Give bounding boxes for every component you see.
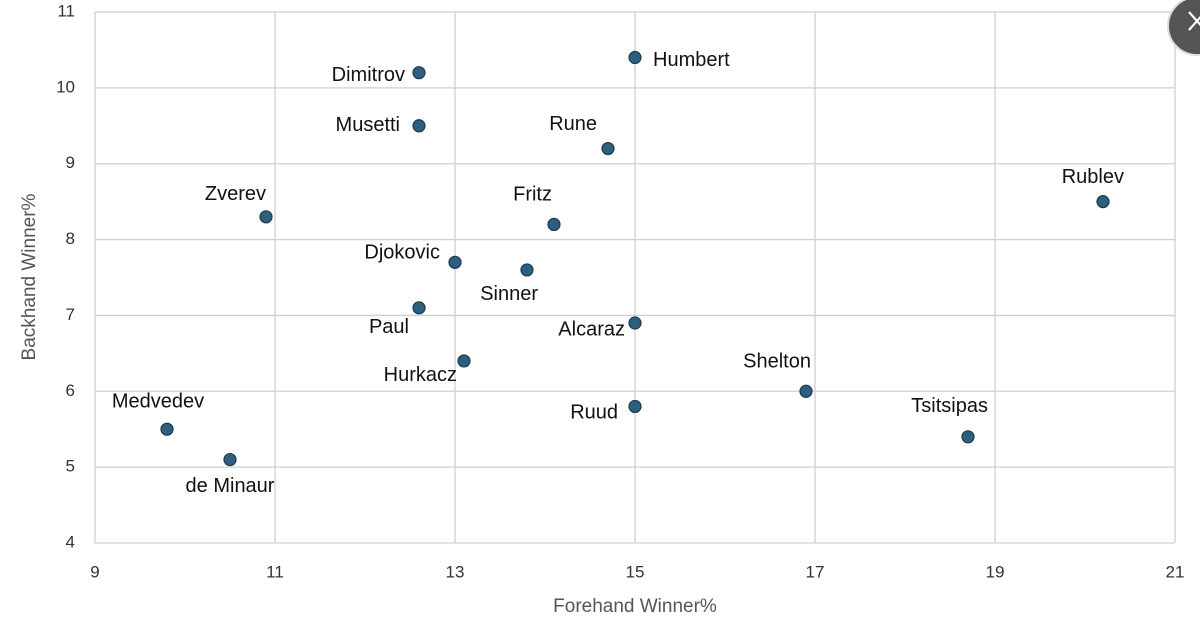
point-label: Alcaraz bbox=[558, 318, 625, 340]
x-tick-label: 11 bbox=[266, 562, 284, 581]
y-tick-label: 6 bbox=[66, 381, 75, 400]
point bbox=[628, 399, 642, 414]
point bbox=[547, 217, 561, 231]
y-tick-label: 9 bbox=[66, 153, 75, 172]
point bbox=[448, 255, 462, 269]
x-tick-label: 21 bbox=[1166, 562, 1185, 581]
point-label: Humbert bbox=[653, 49, 730, 71]
x-tick-label: 19 bbox=[986, 562, 1005, 581]
point bbox=[160, 422, 174, 436]
point bbox=[412, 66, 426, 80]
x-tick-label: 17 bbox=[806, 562, 825, 581]
x-tick-label: 9 bbox=[90, 562, 99, 581]
point bbox=[628, 50, 642, 65]
point-label: Medvedev bbox=[112, 390, 204, 412]
point-label: Fritz bbox=[513, 184, 552, 206]
y-tick-label: 4 bbox=[66, 532, 75, 551]
y-tick-label: 10 bbox=[56, 77, 75, 96]
point bbox=[412, 119, 426, 133]
point bbox=[223, 452, 237, 467]
y-tick-label: 5 bbox=[66, 457, 75, 476]
close-button[interactable] bbox=[1167, 0, 1200, 56]
point-label: Ruud bbox=[570, 402, 618, 424]
y-tick-label: 11 bbox=[57, 1, 75, 20]
point-label: Tsitsipas bbox=[911, 395, 988, 417]
point bbox=[961, 430, 975, 444]
x-tick-label: 13 bbox=[446, 562, 465, 581]
point bbox=[628, 316, 642, 330]
y-axis-title: Backhand Winner% bbox=[19, 193, 40, 360]
y-tick-label: 8 bbox=[66, 229, 75, 248]
point bbox=[520, 263, 534, 277]
point-label: Shelton bbox=[743, 351, 811, 373]
y-tick-label: 7 bbox=[66, 305, 75, 324]
close-icon[interactable] bbox=[1188, 11, 1200, 31]
point bbox=[1096, 195, 1110, 209]
point bbox=[457, 354, 471, 368]
point bbox=[601, 141, 615, 156]
x-axis-title: Forehand Winner% bbox=[553, 596, 717, 617]
point bbox=[259, 210, 273, 224]
point bbox=[412, 301, 426, 315]
point-label: Dimitrov bbox=[332, 64, 405, 86]
point-label: Hurkacz bbox=[384, 364, 457, 386]
point-label: Djokovic bbox=[364, 242, 440, 264]
point-label: Paul bbox=[369, 316, 409, 338]
point-label: Zverev bbox=[205, 183, 266, 205]
x-tick-label: 15 bbox=[626, 562, 645, 581]
point-label: Rublev bbox=[1062, 166, 1124, 188]
point bbox=[799, 384, 813, 398]
close-button-circle[interactable] bbox=[1167, 0, 1200, 56]
point-label: Musetti bbox=[336, 114, 400, 136]
point-label: Rune bbox=[549, 113, 597, 135]
point-label: Sinner bbox=[480, 283, 538, 305]
point-label: de Minaur bbox=[186, 475, 275, 497]
